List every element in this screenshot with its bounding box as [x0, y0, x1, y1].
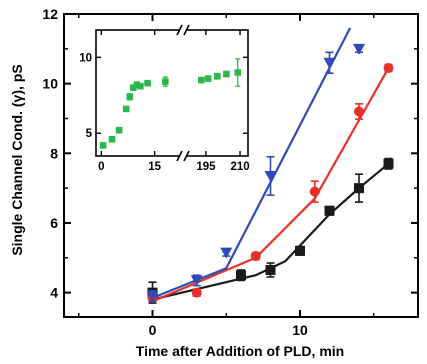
inset-data-point: [99, 142, 107, 149]
inset-y-tick-label: 5: [86, 128, 93, 140]
inset-data-point: [137, 82, 144, 90]
data-point: [146, 291, 159, 303]
data-point: [265, 264, 276, 275]
data-point: [191, 287, 202, 298]
y-tick-label: 8: [50, 145, 58, 161]
inset-data-point: [162, 78, 169, 85]
inset-x-tick-label: 210: [230, 161, 249, 173]
inset-data-point: [234, 69, 242, 76]
data-point: [190, 275, 203, 287]
data-point: [295, 245, 305, 256]
inset-data-point: [223, 70, 230, 78]
axis-break-mark: [176, 24, 183, 36]
y-tick-label: 6: [50, 215, 58, 231]
inset-data-point: [198, 76, 205, 84]
inset-data-point: [144, 79, 151, 87]
data-point: [324, 205, 335, 216]
data-point: [250, 251, 261, 262]
inset-x-tick-label: 15: [148, 161, 161, 173]
inset-x-tick-label: 195: [196, 161, 216, 173]
axis-break-mark: [183, 24, 190, 36]
inset-data-point: [204, 75, 212, 82]
data-point: [353, 43, 365, 55]
data-point: [309, 186, 320, 197]
data-point: [220, 247, 233, 259]
axis-break-mark: [176, 150, 183, 162]
data-point: [236, 270, 246, 281]
axis-break-gap: [179, 150, 187, 162]
series-line: [152, 27, 352, 299]
inset-data-point: [115, 126, 123, 134]
data-point: [383, 62, 394, 73]
data-point: [354, 183, 364, 194]
axis-break-mark: [183, 150, 190, 162]
y-tick-label: 12: [42, 6, 58, 22]
inset-data-point: [122, 105, 130, 113]
x-tick-label: 0: [149, 322, 157, 338]
main-plot: 4 6 8 10 12 0 10: [42, 6, 419, 338]
inset-data-point: [130, 84, 137, 91]
axis-break-gap: [179, 24, 187, 36]
inset-x-tick-label: 0: [98, 161, 104, 173]
inset-data-point: [213, 73, 221, 80]
plot-frame: [63, 13, 419, 318]
data-point: [264, 170, 277, 182]
inset-data-point: [126, 93, 134, 101]
x-tick-label: 10: [292, 322, 308, 338]
data-point: [383, 158, 394, 169]
inset-y-tick-label: 10: [79, 52, 92, 64]
data-point: [354, 106, 364, 117]
x-axis-title: Time after Addition of PLD, min: [136, 343, 344, 359]
y-tick-label: 4: [50, 285, 58, 301]
inset-data-point: [133, 81, 141, 88]
y-tick-label: 10: [42, 76, 58, 92]
inset-data-point: [108, 136, 116, 143]
y-axis-title: Single Channel Cond. (γ), pS: [9, 64, 25, 255]
data-point: [323, 57, 336, 69]
series-line: [152, 67, 390, 303]
inset-plot: 0 15 195 210 5 10: [79, 24, 250, 173]
inset-frame: [95, 29, 249, 157]
